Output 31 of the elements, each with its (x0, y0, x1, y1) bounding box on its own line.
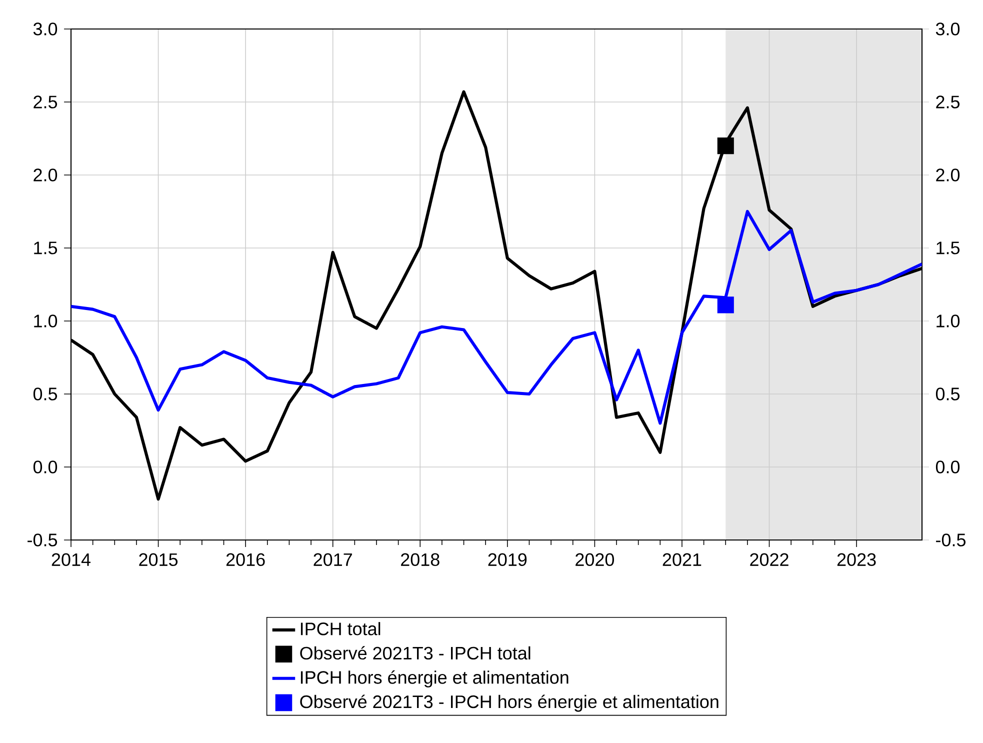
y2-tick-label: 0.5 (33, 388, 58, 400)
y2-tick-label: 2.0 (34, 168, 58, 182)
x-tick-label: 2017 (314, 553, 352, 566)
legend-label: IPCH hors énergie et alimentation (300, 670, 568, 688)
y-tick-label: 2.5 (936, 96, 960, 108)
y2-tick-label: 3.0 (33, 22, 58, 36)
x-tick-label: 2023 (837, 553, 876, 566)
y-tick-label: 2.0 (936, 168, 960, 182)
y2-tick-label: -0.5 (28, 534, 58, 546)
y-tick-label: 1.0 (936, 314, 960, 328)
y2-tick-label: 0.0 (33, 460, 58, 474)
y-tick-label: -0.5 (936, 534, 966, 546)
x-tick-label: 2019 (488, 553, 527, 566)
x-tick-label: 2015 (139, 553, 178, 566)
x-tick-label: 2018 (401, 553, 440, 566)
legend-label: Observé 2021T3 - IPCH hors énergie et alimentation (300, 694, 718, 712)
y-tick-label: 3.0 (936, 22, 960, 36)
legend-label: Observé 2021T3 - IPCH total (300, 646, 530, 660)
y-tick-label: 0.0 (936, 460, 960, 474)
x-tick-label: 2016 (226, 553, 265, 566)
legend-label: IPCH total (300, 622, 380, 636)
x-tick-label: 2014 (52, 553, 91, 566)
y2-tick-label: 2.5 (34, 96, 58, 108)
y2-tick-label: 1.5 (34, 242, 58, 254)
y2-tick-label: 1.0 (34, 314, 58, 328)
y-tick-label: 1.5 (936, 242, 960, 254)
x-tick-label: 2020 (576, 553, 614, 566)
y-tick-label: 0.5 (936, 388, 960, 400)
line-series (71, 210, 922, 425)
x-tick-label: 2021 (662, 553, 702, 566)
x-tick-label: 2022 (750, 553, 788, 566)
